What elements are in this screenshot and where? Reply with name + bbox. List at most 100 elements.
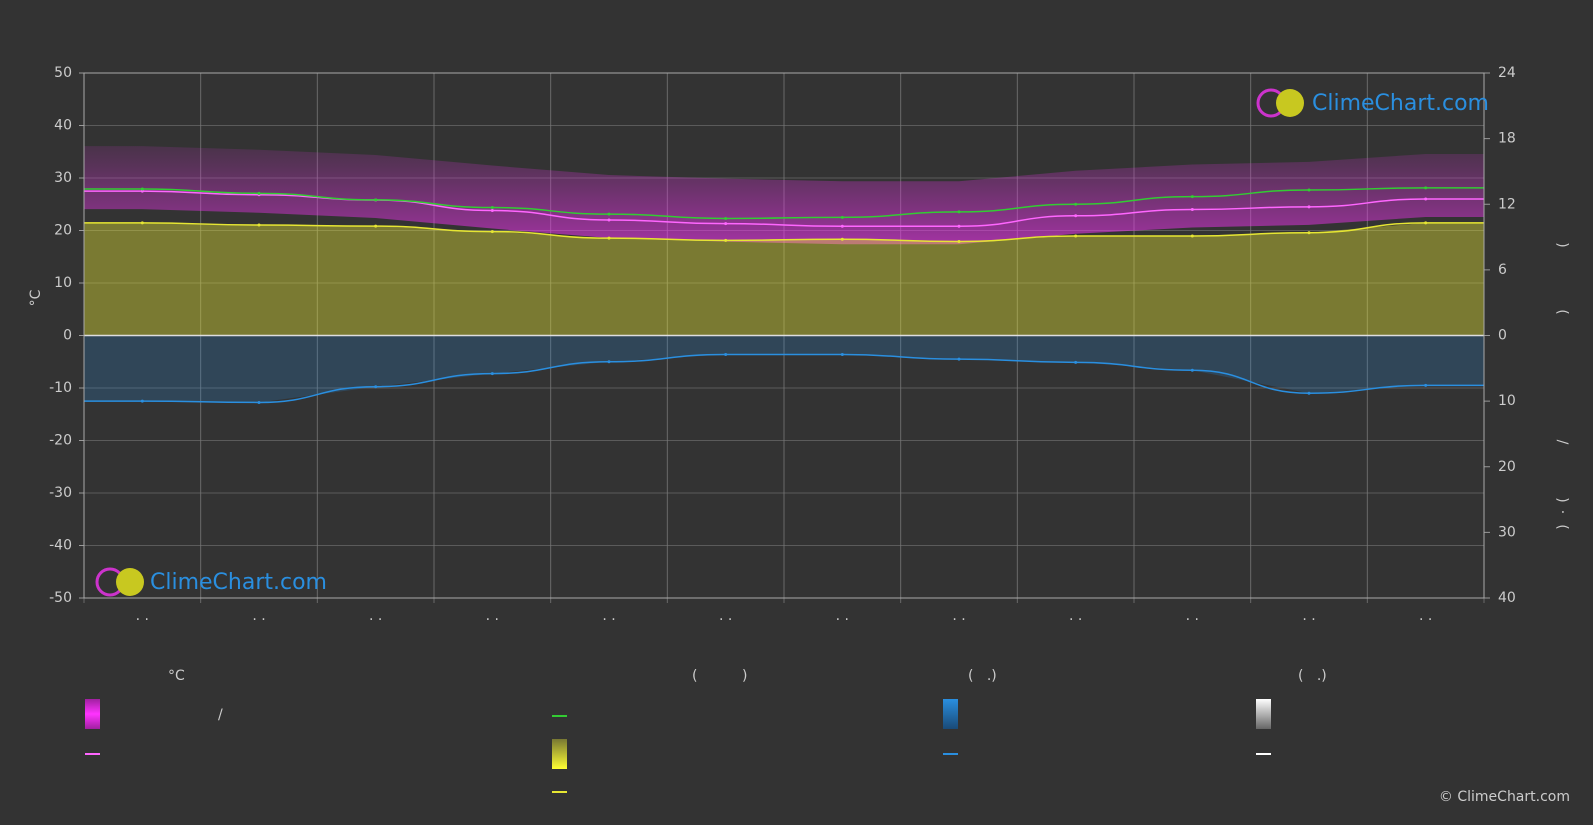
legend-swatch <box>85 699 100 729</box>
y3-tick-label: 40 <box>1498 590 1516 606</box>
point <box>1424 383 1428 387</box>
point <box>724 222 728 226</box>
point <box>724 353 728 357</box>
logo-sun <box>1276 89 1304 117</box>
point <box>1190 195 1194 199</box>
point <box>374 198 378 202</box>
area <box>84 335 1484 403</box>
y-tick-label: -40 <box>49 538 72 554</box>
y2-axis-label: ) <box>1554 242 1570 247</box>
temp-range-band <box>84 146 1484 245</box>
y-tick-label: -20 <box>49 433 72 449</box>
point <box>1190 368 1194 372</box>
point <box>374 385 378 389</box>
x-tick-label: · · <box>952 612 965 628</box>
y2-axis-label: ( <box>1554 309 1570 314</box>
legend-swatch <box>1256 699 1271 729</box>
line <box>84 353 1484 404</box>
point <box>140 221 144 225</box>
y-tick-label: 0 <box>63 328 72 344</box>
point <box>840 353 844 357</box>
legend-heading: ( ) <box>692 668 747 684</box>
point <box>1307 391 1311 395</box>
legend-heading: °C <box>168 668 185 684</box>
y3-tick-label: 10 <box>1498 393 1516 409</box>
point <box>607 360 611 364</box>
point <box>957 210 961 214</box>
y2-tick-label: 0 <box>1498 328 1507 344</box>
point <box>1074 214 1078 218</box>
point <box>1307 231 1311 235</box>
point <box>490 372 494 376</box>
point <box>840 215 844 219</box>
x-tick-label: · · <box>836 612 849 628</box>
x-tick-label: · · <box>602 612 615 628</box>
point <box>607 218 611 222</box>
point <box>1074 234 1078 238</box>
legend-heading: ( .) <box>1298 668 1327 684</box>
point <box>724 238 728 242</box>
plot-area <box>79 72 1490 603</box>
y3-tick-label: 20 <box>1498 459 1516 475</box>
point <box>1190 208 1194 211</box>
y-tick-label: -30 <box>49 485 72 501</box>
point <box>607 212 611 216</box>
legend: °C ( ) ( .) ( .) / <box>85 668 1327 793</box>
logo-sun <box>116 568 144 596</box>
watermark-text: ClimeChart.com <box>150 570 327 595</box>
y2-tick-label: 6 <box>1498 262 1507 278</box>
point <box>957 239 961 243</box>
y2-tick-label: 12 <box>1498 196 1516 212</box>
point <box>957 357 961 361</box>
point <box>1307 205 1311 209</box>
point <box>140 399 144 403</box>
point <box>840 224 844 228</box>
point <box>1424 221 1428 225</box>
y3-axis-label: / <box>1554 440 1570 445</box>
y-tick-label: 10 <box>54 275 72 291</box>
x-tick-label: · · <box>719 612 732 628</box>
point <box>140 189 144 193</box>
y-tick-label: 20 <box>54 223 72 239</box>
watermark-text: ClimeChart.com <box>1312 91 1489 116</box>
point <box>957 224 961 228</box>
point <box>257 400 261 404</box>
y-tick-label: -10 <box>49 380 72 396</box>
point <box>1074 202 1078 206</box>
point <box>607 236 611 240</box>
x-tick-label: · · <box>369 612 382 628</box>
legend-swatch <box>552 739 567 769</box>
point <box>257 191 261 195</box>
point <box>1190 234 1194 238</box>
x-tick-label: · · <box>486 612 499 628</box>
y-tick-label: 40 <box>54 118 72 134</box>
y3-tick-label: 30 <box>1498 524 1516 540</box>
point <box>490 209 494 213</box>
y-axis-label: °C <box>28 289 44 306</box>
x-tick-label: · · <box>1419 612 1432 628</box>
y-tick-label: 30 <box>54 170 72 186</box>
legend-text: / <box>218 707 223 723</box>
point <box>490 230 494 234</box>
copyright: © ClimeChart.com <box>1439 789 1570 805</box>
y2-tick-label: 24 <box>1498 65 1516 81</box>
point <box>724 216 728 220</box>
x-tick-label: · · <box>1186 612 1199 628</box>
point <box>1424 197 1428 201</box>
y-tick-label: -50 <box>49 590 72 606</box>
x-tick-label: · · <box>252 612 265 628</box>
point <box>257 223 261 227</box>
x-tick-label: · · <box>1069 612 1082 628</box>
point <box>1424 186 1428 190</box>
y-tick-label: 50 <box>54 65 72 81</box>
line <box>84 222 1484 243</box>
point <box>1307 188 1311 192</box>
point <box>1074 360 1078 364</box>
x-tick-label: · · <box>1302 612 1315 628</box>
point <box>490 206 494 210</box>
line <box>84 190 1484 228</box>
y3-axis-label: · <box>1554 510 1570 514</box>
legend-heading: ( .) <box>968 668 997 684</box>
